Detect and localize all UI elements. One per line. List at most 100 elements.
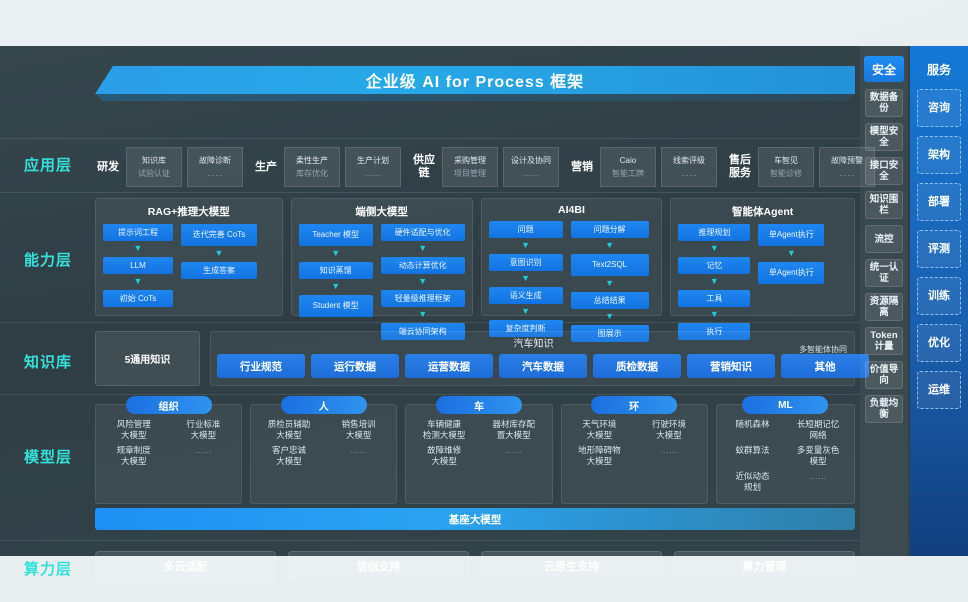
- knowledge-chip[interactable]: 运营数据: [405, 354, 493, 378]
- layer-label-compute: 算力层: [23, 561, 72, 578]
- model-item[interactable]: 故障维修 大模型: [427, 445, 462, 466]
- model-item[interactable]: 行驶环境 大模型: [651, 419, 686, 440]
- rail-security-item[interactable]: 模型安全: [865, 123, 903, 151]
- model-card-grid: 天气环境 大模型 行驶环境 大模型地形障碍物 大模型 ……: [568, 419, 701, 467]
- capability-node[interactable]: 执行: [678, 323, 751, 340]
- model-card: 人质检员辅助 大模型 销售培训 大模型 客户忠诚 大模型 ……: [250, 396, 398, 504]
- application-cell[interactable]: 车智见 智能诊修: [758, 147, 814, 187]
- knowledge-chip[interactable]: 行业规范: [217, 354, 305, 378]
- model-item[interactable]: 多变量灰色 模型: [796, 445, 840, 466]
- capability-node[interactable]: 单Agent执行: [758, 224, 825, 246]
- rail-service-item[interactable]: 架构: [917, 136, 961, 174]
- model-item[interactable]: 器材库存配 置大模型: [492, 419, 536, 440]
- knowledge-chip[interactable]: 汽车数据: [499, 354, 587, 378]
- compute-cell[interactable]: 算力管理: [674, 551, 855, 581]
- capability-node[interactable]: 问题分解: [570, 221, 649, 238]
- capability-node[interactable]: 复杂度判断: [488, 320, 563, 337]
- model-item[interactable]: 地形障碍物 大模型: [578, 445, 621, 466]
- capability-node[interactable]: 推理规划: [678, 224, 751, 241]
- capability-node[interactable]: 迭代完善 CoTs: [181, 224, 257, 246]
- layer-label-knowledge: 知识库: [23, 354, 72, 371]
- capability-node[interactable]: 端云协同架构: [380, 323, 465, 340]
- compute-cell[interactable]: 云原生支持: [481, 551, 662, 581]
- rail-security-item[interactable]: 流控: [865, 225, 903, 253]
- model-item[interactable]: 随机森林: [735, 419, 770, 429]
- application-cell[interactable]: 故障诊断 ……: [187, 147, 243, 187]
- capability-node[interactable]: LLM: [103, 257, 173, 274]
- knowledge-chip[interactable]: 质检数据: [593, 354, 681, 378]
- capability-node[interactable]: 意图识别: [488, 254, 563, 271]
- model-row: 组织 风险管理 大模型 行业标准 大模型 规章制度 大模型 …… 人质检员辅助 大模型 销售…: [95, 396, 855, 504]
- capability-column-right: 迭代完善 CoTs ▼ 生成答案: [181, 224, 257, 307]
- capability-node[interactable]: 总结结果: [570, 292, 649, 309]
- knowledge-chip[interactable]: 营销知识: [687, 354, 775, 378]
- capability-node[interactable]: 动态计算优化: [380, 257, 465, 274]
- capability-node[interactable]: 提示词工程: [103, 224, 173, 241]
- model-item[interactable]: 蚁群算法: [735, 445, 770, 455]
- band-divider: [0, 138, 860, 139]
- capability-node[interactable]: Text2SQL: [570, 254, 649, 276]
- model-item[interactable]: ……: [505, 445, 523, 455]
- model-item[interactable]: ……: [809, 471, 827, 481]
- rail-service-item[interactable]: 部署: [917, 183, 961, 221]
- model-item[interactable]: 质检员辅助 大模型: [267, 419, 311, 440]
- rail-security-item[interactable]: 负载均衡: [865, 395, 903, 423]
- capability-node[interactable]: 轻量级推理框架: [380, 290, 465, 307]
- rail-service-item[interactable]: 评测: [917, 230, 961, 268]
- rail-security-item[interactable]: 接口安全: [865, 157, 903, 185]
- application-cell[interactable]: 设计及协同 ……: [503, 147, 559, 187]
- capability-node[interactable]: 问题: [488, 221, 563, 238]
- model-item[interactable]: 近似动态 规划: [735, 471, 770, 492]
- capability-card-title: AI4BI: [558, 204, 585, 216]
- knowledge-chip[interactable]: 其他: [781, 354, 869, 378]
- rail-security-item[interactable]: 数据备份: [865, 89, 903, 117]
- model-item[interactable]: 客户忠诚 大模型: [271, 445, 306, 466]
- model-item[interactable]: ……: [350, 445, 368, 455]
- rail-security-item[interactable]: Token计量: [865, 327, 903, 355]
- compute-cell[interactable]: 多云适配: [95, 551, 276, 581]
- model-item[interactable]: 天气环境 大模型: [582, 419, 617, 440]
- model-item[interactable]: 车辆健康 检测大模型: [422, 419, 466, 440]
- rail-security-item[interactable]: 资源隔离: [865, 293, 903, 321]
- application-cell[interactable]: 柔性生产 库存优化: [284, 147, 340, 187]
- capability-node[interactable]: 工具: [678, 290, 751, 307]
- application-cell[interactable]: 线索评级 ……: [661, 147, 717, 187]
- capability-node[interactable]: 硬件适配与优化: [380, 224, 465, 241]
- application-cell[interactable]: 故障预警 ……: [819, 147, 875, 187]
- model-item[interactable]: 长短期记忆 网络: [796, 419, 840, 440]
- application-row: 研发 知识库 试验认证 故障诊断…… 生产 柔性生产 库存优化 生产计划…… 供应链 采购管理 项目…: [95, 145, 875, 189]
- capability-column-left: Teacher 模型 ▼ 知识蒸馏 ▼ Student 模型: [298, 224, 373, 340]
- title-ribbon: 企业级 AI for Process 框架: [95, 66, 855, 101]
- application-cell[interactable]: 生产计划 ……: [345, 147, 401, 187]
- capability-node[interactable]: 语义生成: [488, 287, 563, 304]
- capability-node[interactable]: 初始 CoTs: [103, 290, 173, 307]
- model-item[interactable]: 规章制度 大模型: [116, 445, 151, 466]
- compute-cell[interactable]: 信创支持: [288, 551, 469, 581]
- rail-service-item[interactable]: 优化: [917, 324, 961, 362]
- capability-node[interactable]: Student 模型: [298, 295, 373, 317]
- application-cell[interactable]: 知识库 试验认证: [126, 147, 182, 187]
- rail-service-item[interactable]: 运维: [917, 371, 961, 409]
- rail-service-item[interactable]: 训练: [917, 277, 961, 315]
- capability-node[interactable]: 生成答案: [181, 262, 257, 279]
- model-item[interactable]: ……: [660, 445, 678, 455]
- capability-node[interactable]: 记忆: [678, 257, 751, 274]
- application-cell[interactable]: 采购管理 项目管理: [442, 147, 498, 187]
- rail-security-item[interactable]: 统一认证: [865, 259, 903, 287]
- model-item[interactable]: 销售培训 大模型: [341, 419, 376, 440]
- band-divider: [0, 540, 860, 541]
- knowledge-chip[interactable]: 运行数据: [311, 354, 399, 378]
- model-item[interactable]: 风险管理 大模型: [116, 419, 151, 440]
- model-item[interactable]: ……: [194, 445, 212, 455]
- capability-node[interactable]: Teacher 模型: [298, 224, 373, 246]
- application-cell-line1: 知识库: [142, 156, 166, 165]
- capability-node[interactable]: 知识蒸馏: [298, 262, 373, 279]
- capability-node[interactable]: 图展示: [570, 325, 649, 342]
- capability-node[interactable]: 单Agent执行: [758, 262, 825, 284]
- rail-service-item[interactable]: 咨询: [917, 89, 961, 127]
- flow-arrow-down-icon: ▼: [605, 278, 615, 288]
- model-item[interactable]: 行业标准 大模型: [186, 419, 221, 440]
- application-cell[interactable]: Caio 智能工牌: [600, 147, 656, 187]
- rail-security-item[interactable]: 知识围栏: [865, 191, 903, 219]
- rail-security-item[interactable]: 价值导向: [865, 361, 903, 389]
